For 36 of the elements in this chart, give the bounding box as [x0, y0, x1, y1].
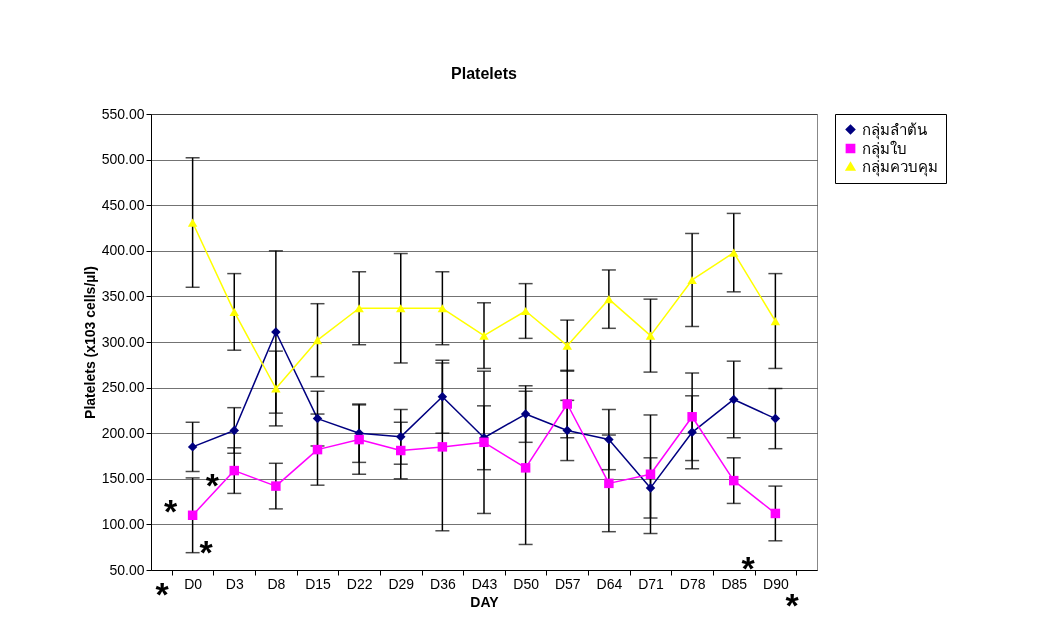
y-tick-label: 500.00: [101, 151, 145, 168]
y-axis-title: Platelets (x103 cells/µl): [81, 266, 98, 419]
y-tick-label: 50.00: [109, 561, 145, 578]
y-tick-label: 450.00: [101, 196, 145, 213]
legend-label: กลุ่มลำต้น: [862, 120, 927, 140]
x-tick-label: D22: [346, 575, 373, 592]
x-tick-label: D29: [388, 575, 415, 592]
legend-label: กลุ่มควบคุม: [862, 157, 938, 177]
x-tick-label: D43: [471, 575, 498, 592]
chart-title: Platelets: [451, 65, 518, 82]
x-tick-label: D78: [679, 575, 706, 592]
y-tick-label: 550.00: [101, 105, 145, 122]
x-tick-label: D36: [430, 575, 456, 592]
y-tick-label: 400.00: [101, 242, 145, 259]
text: *: [155, 575, 170, 613]
y-tick-label: 350.00: [101, 287, 145, 304]
x-tick-label: D90: [763, 575, 789, 592]
x-tick-label: D15: [305, 575, 332, 592]
y-tick-label: 250.00: [101, 379, 145, 396]
x-tick-label: D0: [184, 575, 203, 592]
x-tick-label: D57: [554, 575, 581, 592]
annotation: *: [199, 533, 214, 571]
x-tick-label: D50: [513, 575, 540, 592]
x-tick-label: D3: [225, 575, 244, 592]
x-tick-label: D8: [267, 575, 286, 592]
y-tick-label: 200.00: [101, 424, 145, 441]
x-axis-title: DAY: [470, 593, 500, 610]
annotation: *: [164, 491, 179, 530]
legend-label: กลุ่มใบ: [862, 139, 907, 159]
y-tick-label: 100.00: [101, 515, 145, 532]
y-tick-label: 300.00: [101, 333, 145, 350]
x-tick-label: D71: [638, 575, 665, 592]
annotation: *: [205, 465, 220, 504]
x-tick-label: D64: [596, 575, 623, 592]
x-tick-label: D85: [721, 575, 748, 592]
y-tick-label: 150.00: [101, 470, 145, 487]
